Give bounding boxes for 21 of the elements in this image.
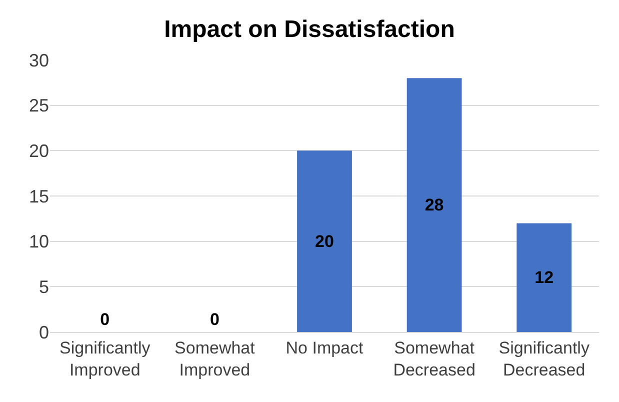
y-tick-label: 0 [38,322,49,342]
data-label: 0 [210,310,220,329]
x-tick-label: No Impact [286,338,364,358]
bar [406,78,462,332]
data-label: 20 [315,232,334,251]
chart-title: Impact on Dissatisfaction [164,16,455,43]
data-label: 0 [100,310,110,329]
y-tick-label: 30 [28,50,49,70]
x-tick-label: Significantly Decreased [498,338,590,380]
x-tick-label: Significantly Improved [60,338,151,380]
x-tick-label: Somewhat Improved [174,338,256,380]
y-tick-label: 25 [28,96,49,116]
y-tick-label: 5 [38,276,49,297]
data-label: 12 [534,268,554,288]
y-tick-label: 10 [28,232,49,252]
x-tick-label: Somewhat Decreased [393,338,476,380]
data-label: 28 [424,196,444,215]
bar [516,223,572,332]
y-tick-label: 15 [28,186,49,206]
bar [297,150,352,332]
y-tick-label: 20 [28,140,49,161]
